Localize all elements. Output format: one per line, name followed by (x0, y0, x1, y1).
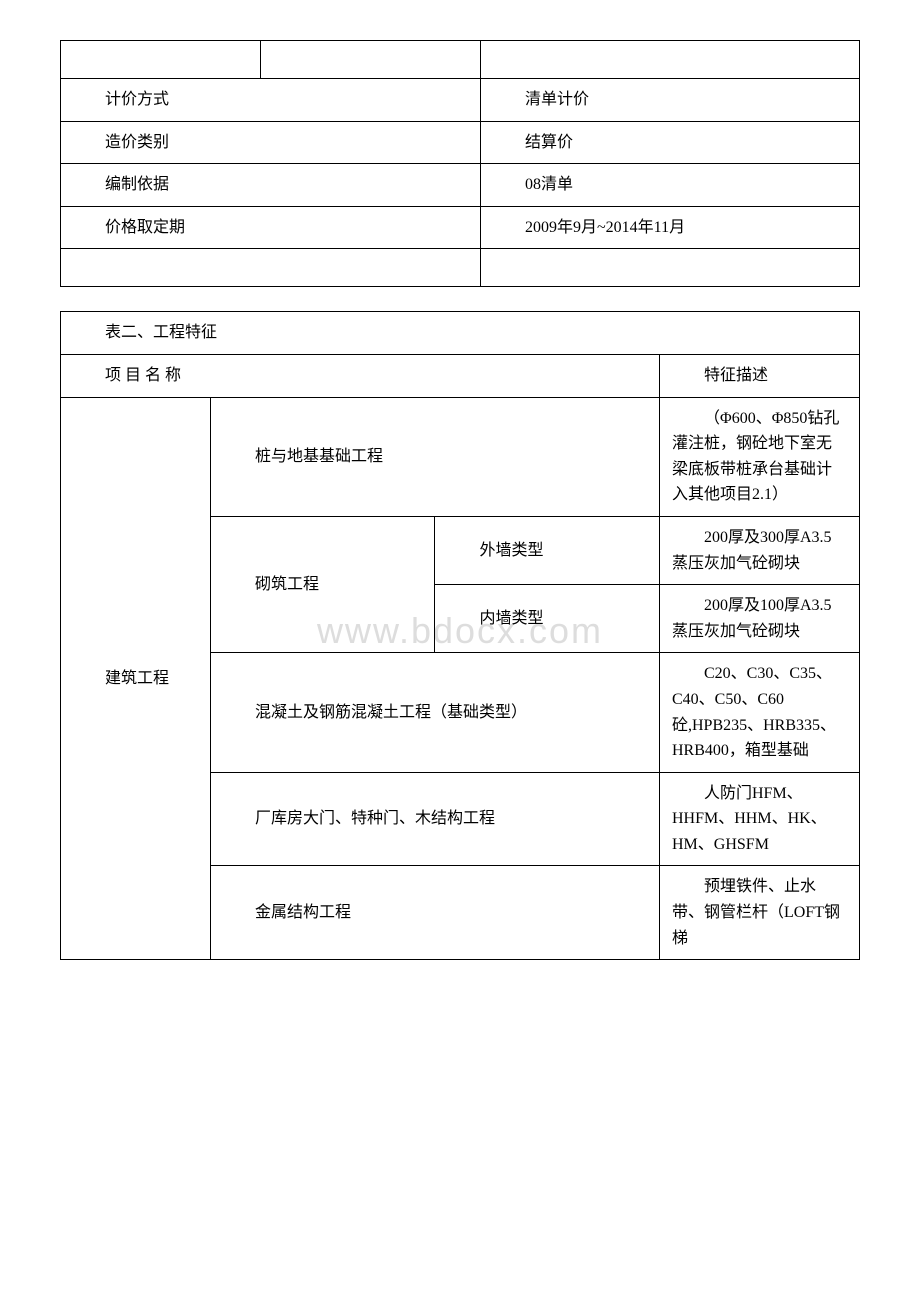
t1-r0-value (481, 41, 860, 79)
t2-door-desc: 人防门HFM、HHFM、HHM、HK、HM、GHSFM (660, 772, 860, 866)
t2-header-project-name: 项 目 名 称 (61, 354, 660, 397)
t2-concrete-desc: C20、C30、C35、C40、C50、C60砼,HPB235、HRB335、H… (660, 653, 860, 772)
t1-basis-label: 编制依据 (61, 164, 481, 207)
t1-pricing-method-label: 计价方式 (61, 79, 481, 122)
table-two: 表二、工程特征 项 目 名 称 特征描述 建筑工程 桩与地基基础工程 （Φ600… (60, 311, 860, 960)
t1-price-period-label: 价格取定期 (61, 206, 481, 249)
table-one: 计价方式 清单计价 造价类别 结算价 编制依据 08清单 价格取定期 2009年… (60, 40, 860, 287)
t2-masonry-item: 砌筑工程 (211, 516, 435, 652)
t1-cost-category-value: 结算价 (481, 121, 860, 164)
t1-r5-value (481, 249, 860, 287)
t2-door-item: 厂库房大门、特种门、木结构工程 (211, 772, 660, 866)
t2-metal-desc: 预埋铁件、止水带、钢管栏杆（LOFT钢梯 (660, 866, 860, 960)
t1-pricing-method-value: 清单计价 (481, 79, 860, 122)
t1-cost-category-label: 造价类别 (61, 121, 481, 164)
t1-basis-value: 08清单 (481, 164, 860, 207)
t1-price-period-value: 2009年9月~2014年11月 (481, 206, 860, 249)
t2-pile-foundation-desc: （Φ600、Φ850钻孔灌注桩，钢砼地下室无梁底板带桩承台基础计入其他项目2.1… (660, 397, 860, 516)
t2-interior-wall-label: 内墙类型 (435, 585, 660, 653)
t2-interior-wall-desc: 200厚及100厚A3.5蒸压灰加气砼砌块 (660, 585, 860, 653)
t2-header-feature-desc: 特征描述 (660, 354, 860, 397)
t1-r5-label (61, 249, 481, 287)
t2-pile-foundation-item: 桩与地基基础工程 (211, 397, 660, 516)
t2-exterior-wall-desc: 200厚及300厚A3.5蒸压灰加气砼砌块 (660, 516, 860, 584)
t2-concrete-item: 混凝土及钢筋混凝土工程（基础类型） (211, 653, 660, 772)
t1-r0-mid (261, 41, 481, 79)
t1-r0-label (61, 41, 261, 79)
t2-metal-item: 金属结构工程 (211, 866, 660, 960)
t2-exterior-wall-label: 外墙类型 (435, 516, 660, 584)
t2-category-construction: 建筑工程 (61, 397, 211, 960)
t2-title: 表二、工程特征 (61, 312, 860, 355)
